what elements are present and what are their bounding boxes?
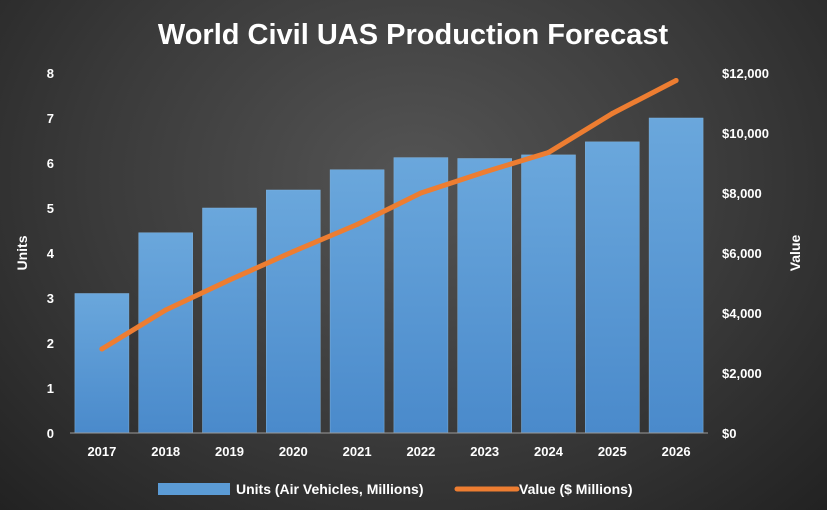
x-tick-label: 2026 xyxy=(662,444,691,459)
legend-item-units[interactable]: Units (Air Vehicles, Millions) xyxy=(158,481,423,497)
bar-series xyxy=(74,117,704,434)
left-tick-label: 1 xyxy=(47,381,54,396)
chart-title: World Civil UAS Production Forecast xyxy=(158,19,669,51)
bar-2026[interactable] xyxy=(648,117,704,434)
chart-legend: Units (Air Vehicles, Millions) Value ($ … xyxy=(158,481,633,497)
right-tick-label: $10,000 xyxy=(722,126,769,141)
x-tick-label: 2019 xyxy=(215,444,244,459)
legend-item-value[interactable]: Value ($ Millions) xyxy=(454,481,633,497)
left-tick-label: 8 xyxy=(47,66,54,81)
x-tick-label: 2020 xyxy=(279,444,308,459)
value-line[interactable] xyxy=(99,78,679,352)
x-axis-ticks: 2017 2018 2019 2020 2021 2022 2023 2024 2025 2026 xyxy=(87,444,690,459)
value-point-2020[interactable] xyxy=(290,249,296,254)
right-axis-title: Value xyxy=(787,235,803,272)
left-tick-label: 5 xyxy=(47,201,54,216)
value-point-2023[interactable] xyxy=(482,169,488,175)
x-tick-label: 2021 xyxy=(343,444,372,459)
bar-2020[interactable] xyxy=(266,189,321,434)
bar-2023[interactable] xyxy=(457,158,512,434)
right-tick-label: $12,000 xyxy=(722,66,769,81)
left-tick-label: 0 xyxy=(47,426,54,441)
value-point-2022[interactable] xyxy=(418,190,424,196)
left-tick-label: 2 xyxy=(47,336,54,351)
value-point-2017[interactable] xyxy=(99,346,105,352)
legend-label-value: Value ($ Millions) xyxy=(519,481,633,497)
bar-2025[interactable] xyxy=(585,141,640,434)
legend-swatch-units xyxy=(158,483,230,495)
bar-2022[interactable] xyxy=(393,157,449,434)
bar-2021[interactable] xyxy=(329,169,385,434)
left-axis-ticks: 0 1 2 3 4 5 6 7 8 xyxy=(47,66,55,441)
bar-2018[interactable] xyxy=(138,232,193,434)
x-tick-label: 2017 xyxy=(87,444,116,459)
value-point-2021[interactable] xyxy=(354,222,360,227)
x-tick-label: 2018 xyxy=(151,444,180,459)
x-tick-label: 2023 xyxy=(470,444,499,459)
value-point-2019[interactable] xyxy=(227,277,232,283)
bar-2024[interactable] xyxy=(521,154,576,434)
left-tick-label: 4 xyxy=(47,246,55,261)
right-axis-ticks: $0 $2,000 $4,000 $6,000 $8,000 $10,000 $12,000 xyxy=(722,66,769,441)
bar-2019[interactable] xyxy=(202,207,257,434)
right-tick-label: $2,000 xyxy=(722,366,762,381)
right-tick-label: $8,000 xyxy=(722,186,762,201)
value-point-2024[interactable] xyxy=(546,150,551,155)
right-tick-label: $4,000 xyxy=(722,306,762,321)
line-series xyxy=(99,78,679,352)
value-point-2018[interactable] xyxy=(163,307,169,313)
x-tick-label: 2025 xyxy=(598,444,627,459)
value-point-2026[interactable] xyxy=(673,78,679,83)
left-tick-label: 3 xyxy=(47,291,54,306)
x-tick-label: 2024 xyxy=(534,444,564,459)
x-tick-label: 2022 xyxy=(406,444,435,459)
right-tick-label: $0 xyxy=(722,426,736,441)
left-tick-label: 7 xyxy=(47,111,54,126)
left-tick-label: 6 xyxy=(47,156,54,171)
bar-2017[interactable] xyxy=(74,293,130,434)
legend-label-units: Units (Air Vehicles, Millions) xyxy=(236,481,423,497)
value-point-2025[interactable] xyxy=(609,111,615,116)
left-axis-title: Units xyxy=(14,235,30,270)
right-tick-label: $6,000 xyxy=(722,246,762,261)
